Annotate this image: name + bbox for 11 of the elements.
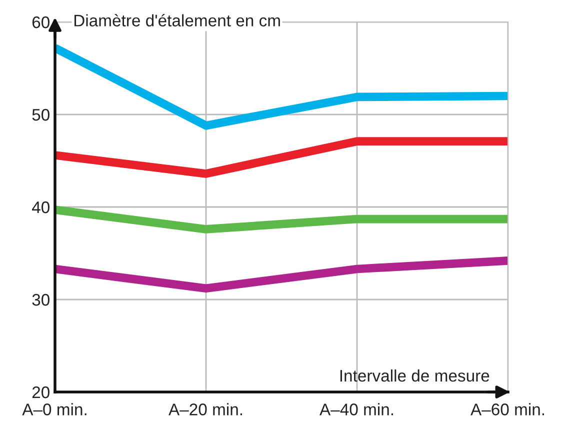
x-tick-label: A–0 min. bbox=[22, 403, 86, 416]
x-tick-label: A–60 min. bbox=[470, 403, 544, 416]
x-tick-label: A–20 min. bbox=[168, 403, 242, 416]
y-tick-label: 50 bbox=[32, 108, 50, 121]
y-tick-label: 40 bbox=[32, 201, 50, 214]
y-tick-label: 30 bbox=[32, 294, 50, 306]
y-tick-label: 20 bbox=[32, 386, 50, 398]
x-tick-label: A–40 min. bbox=[320, 403, 393, 416]
y-tick-label: 60 bbox=[32, 16, 50, 28]
x-axis-title: Intervalle de mesure bbox=[340, 369, 490, 382]
y-axis-title: Diamètre d'étalement en cm bbox=[74, 14, 280, 26]
